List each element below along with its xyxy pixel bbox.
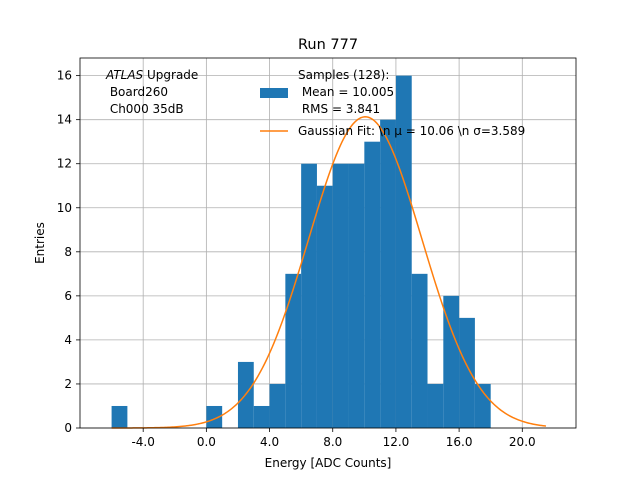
histogram-bar-14 [332, 163, 349, 428]
histogram-bar-10 [269, 383, 286, 428]
annotation-upgrade: Upgrade [143, 68, 198, 82]
histogram-bar-15 [348, 163, 365, 428]
plot-frame [79, 57, 577, 429]
histogram-bar-20 [427, 383, 444, 428]
x-tick-label-5: 16.0 [446, 435, 473, 449]
histogram-bar-21 [443, 295, 460, 428]
histogram-bar-19 [411, 273, 428, 428]
histogram-bar-23 [474, 383, 491, 428]
legend-rms: RMS = 3.841 [298, 102, 380, 116]
histogram-bar-18 [395, 75, 412, 428]
histogram-bar-16 [364, 141, 381, 428]
histogram-bar-22 [459, 317, 475, 428]
chart-title: Run 777 [298, 37, 358, 53]
y-tick-label-4: 8 [64, 245, 72, 259]
x-tick-label-3: 8.0 [323, 435, 342, 449]
x-tick-label-6: 20.0 [509, 435, 536, 449]
legend-fit-label: Gaussian Fit: \n μ = 10.06 \n σ=3.589 [298, 124, 525, 138]
legend: Samples (128): Mean = 10.005 RMS = 3.841… [260, 68, 525, 138]
histogram-bar-17 [380, 119, 396, 429]
x-tick-label-4: 12.0 [383, 435, 410, 449]
x-tick-label-1: 0.0 [197, 435, 216, 449]
y-tick-label-5: 10 [57, 201, 72, 215]
legend-mean: Mean = 10.005 [298, 85, 394, 99]
y-tick-label-7: 14 [57, 113, 72, 127]
gaussian-fit-curve [111, 116, 547, 429]
annotation-atlas: ATLAS [105, 68, 144, 82]
legend-samples: Samples (128): [298, 68, 389, 82]
histogram-bar-13 [316, 185, 333, 428]
axis-ticks: -4.0 0.0 4.0 8.0 12.0 16.0 20.0 0 2 4 6 8 10 12 14 16 [57, 69, 536, 449]
histogram-bar-6 [206, 405, 223, 428]
annotation-channel: Ch000 35dB [106, 102, 184, 116]
annotation-board: Board260 [106, 85, 168, 99]
y-axis-label: Entries [33, 222, 47, 264]
svg-text:ATLAS Upgrade: ATLAS Upgrade [105, 68, 198, 82]
histogram-bars [111, 75, 491, 429]
histogram-bar-12 [301, 163, 317, 428]
histogram-bar-0 [111, 405, 128, 428]
legend-histogram-patch [260, 88, 288, 98]
histogram-bar-9 [253, 405, 270, 428]
y-tick-label-6: 12 [57, 157, 72, 171]
y-tick-label-1: 2 [64, 377, 72, 391]
y-tick-label-8: 16 [57, 69, 72, 83]
y-tick-label-3: 6 [64, 289, 72, 303]
x-tick-label-0: -4.0 [131, 435, 154, 449]
atlas-annotation: ATLAS Upgrade Board260 Ch000 35dB [105, 68, 198, 116]
x-axis-label: Energy [ADC Counts] [265, 456, 392, 470]
y-tick-label-2: 4 [64, 333, 72, 347]
y-tick-label-0: 0 [64, 421, 72, 435]
x-tick-label-2: 4.0 [260, 435, 279, 449]
histogram-bar-11 [285, 273, 302, 428]
